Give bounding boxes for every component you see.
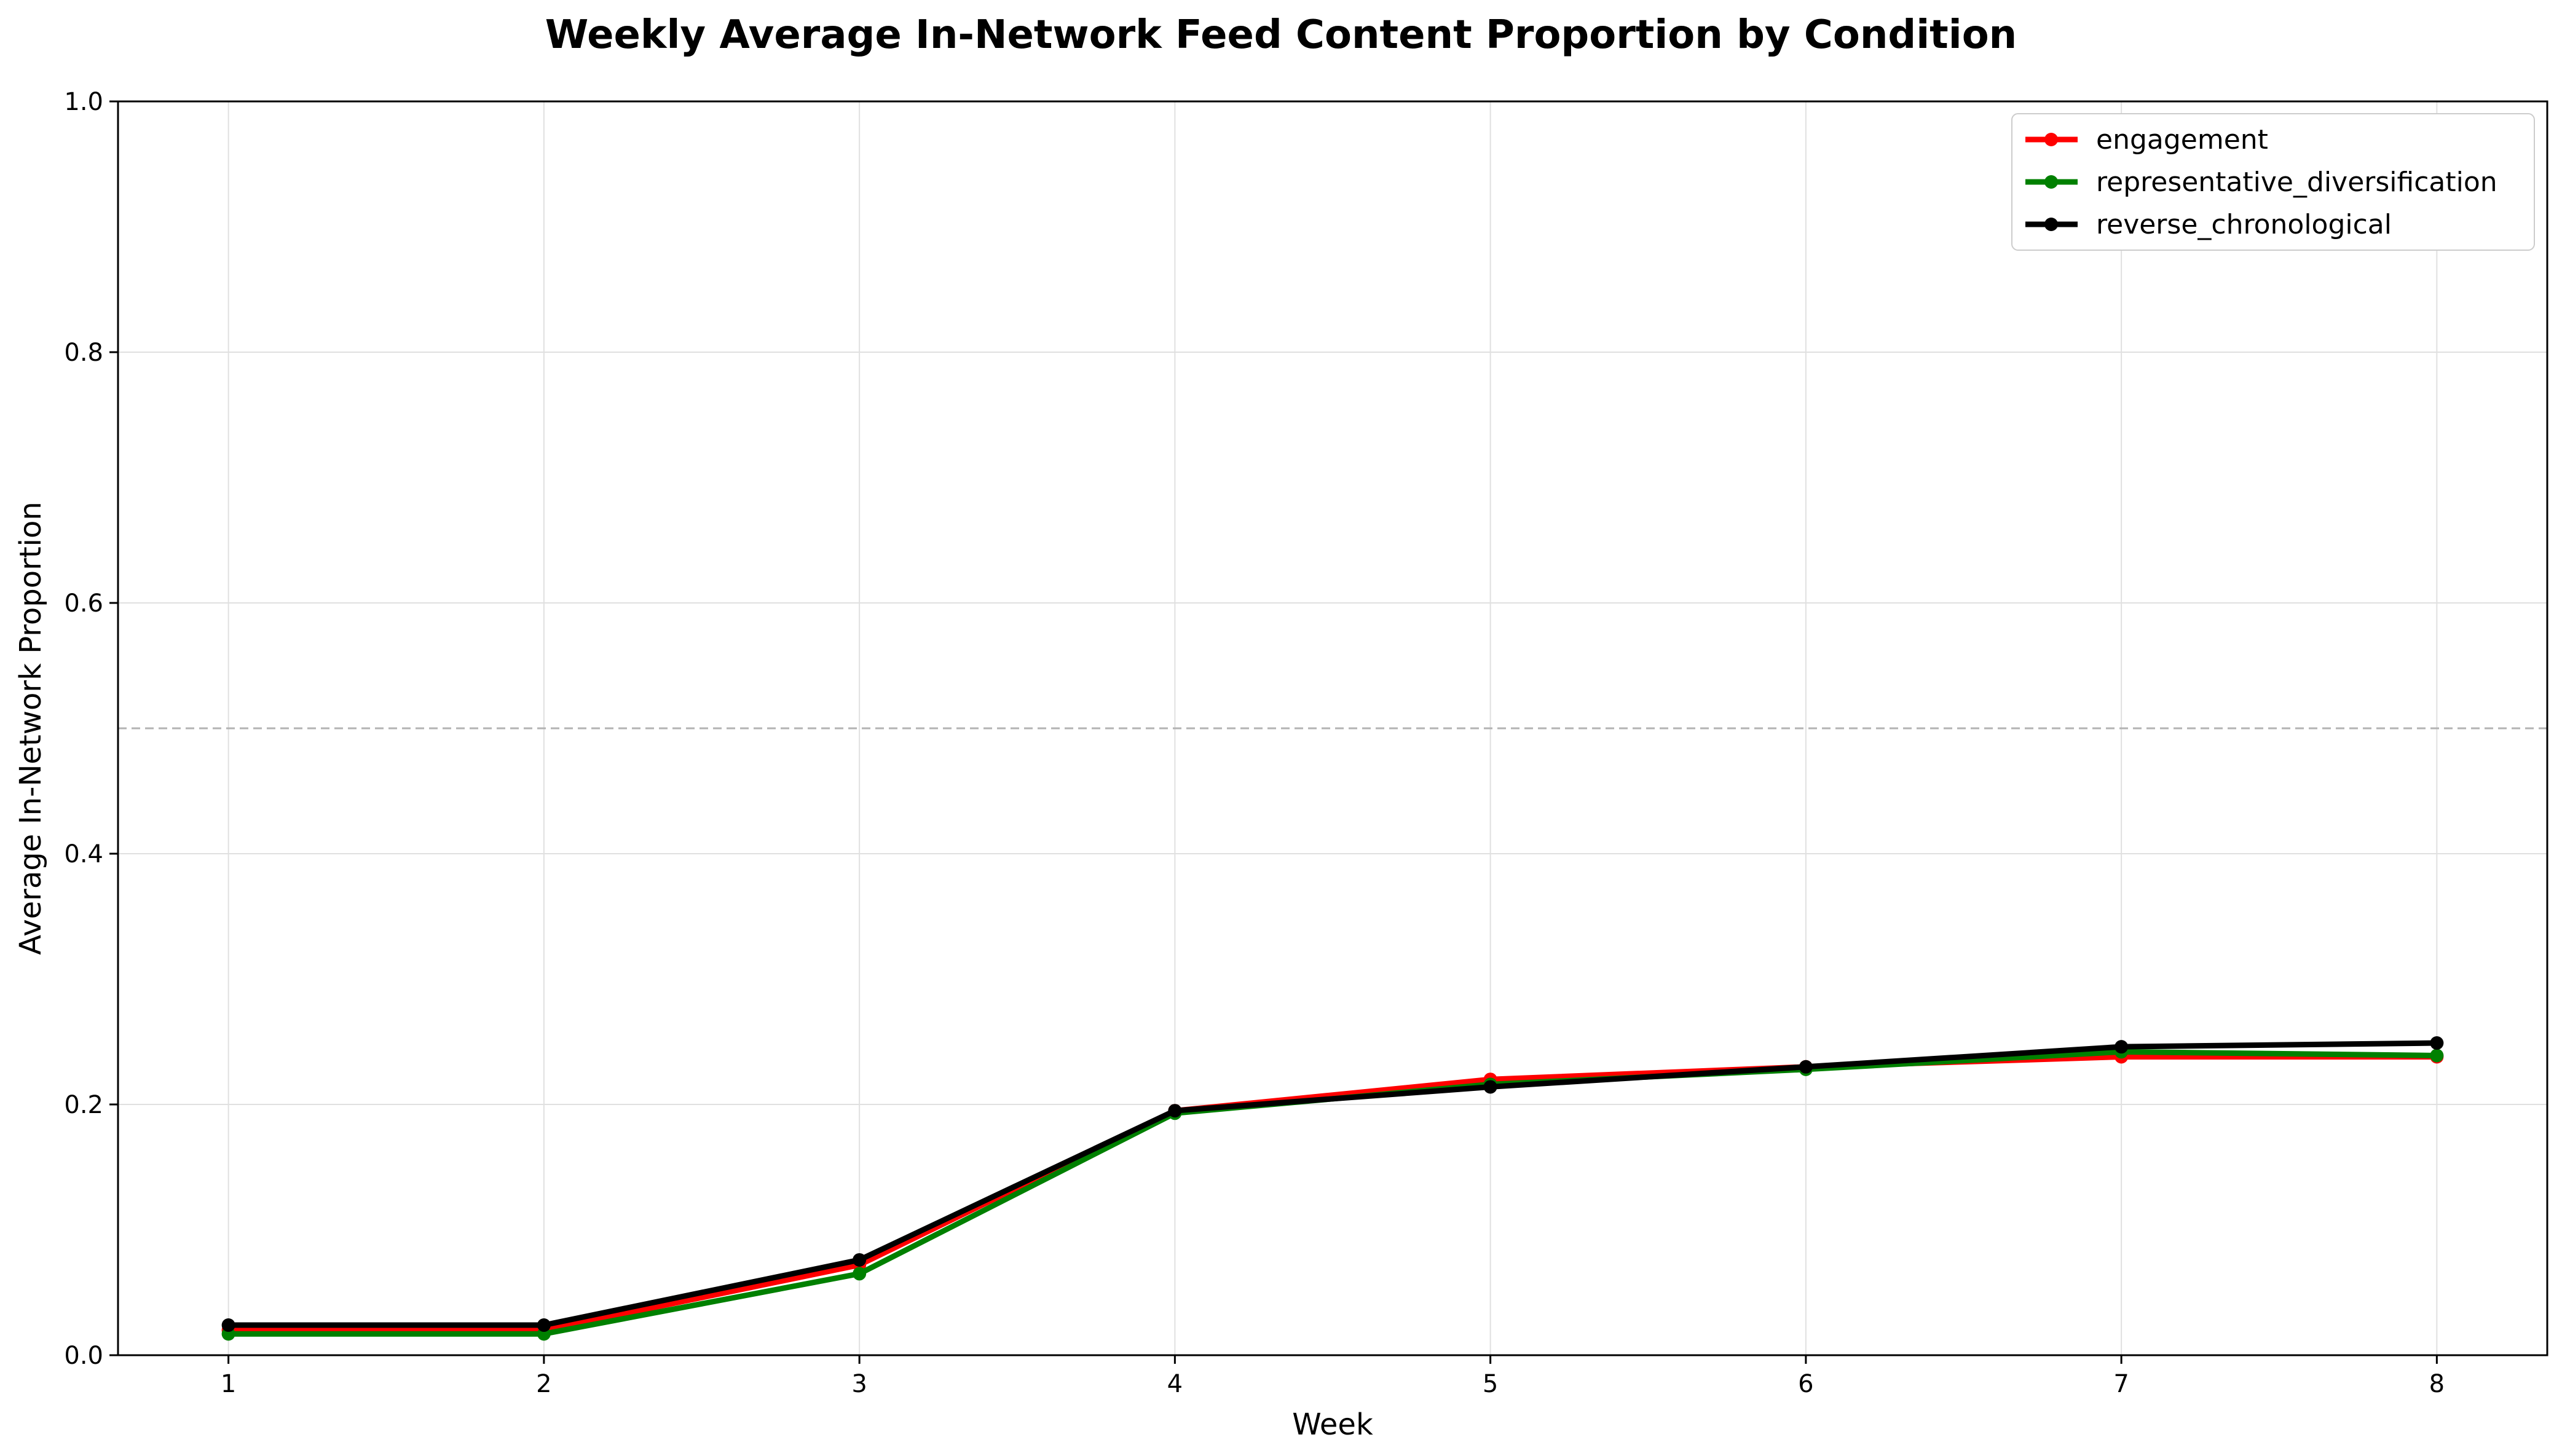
series-lines xyxy=(221,1036,2444,1341)
y-tick-label: 0.8 xyxy=(64,339,103,367)
legend-box xyxy=(2011,113,2535,251)
y-tick-label: 1.0 xyxy=(64,88,103,116)
legend-swatch-marker xyxy=(2044,175,2058,189)
legend-swatch-marker xyxy=(2044,133,2058,146)
legend-label: engagement xyxy=(2096,124,2268,155)
data-point xyxy=(1168,1104,1182,1118)
x-axis-ticks: 1 2 3 4 5 6 7 8 xyxy=(221,1355,2445,1398)
data-point xyxy=(853,1267,867,1281)
legend-swatch-marker xyxy=(2044,218,2058,231)
y-axis-ticks: 0.0 0.2 0.4 0.6 0.8 1.0 xyxy=(64,88,118,1370)
x-tick-label: 6 xyxy=(1798,1370,1813,1398)
x-axis-label: Week xyxy=(1292,1407,1373,1442)
x-tick-label: 1 xyxy=(221,1370,236,1398)
data-point xyxy=(1483,1080,1497,1094)
legend-label: representative_diversification xyxy=(2096,167,2497,198)
legend-item-reverse_chronological: reverse_chronological xyxy=(2025,209,2392,240)
legend: engagement representative_diversification… xyxy=(2011,113,2535,251)
y-tick-label: 0.4 xyxy=(64,840,103,868)
series-line xyxy=(228,1040,2437,1328)
series-representative_diversification xyxy=(221,1045,2444,1341)
plot-frame xyxy=(117,100,2548,1356)
x-tick-label: 3 xyxy=(851,1370,867,1398)
data-point xyxy=(1799,1060,1813,1074)
x-tick-label: 7 xyxy=(2113,1370,2129,1398)
data-point xyxy=(2430,1036,2444,1050)
legend-item-engagement: engagement xyxy=(2025,124,2268,155)
x-tick-label: 8 xyxy=(2429,1370,2445,1398)
series-reverse_chronological xyxy=(221,1036,2444,1332)
data-point xyxy=(853,1253,867,1267)
data-point xyxy=(221,1318,235,1332)
y-axis-label: Average In-Network Proportion xyxy=(14,502,48,955)
series-engagement xyxy=(221,1050,2444,1337)
y-tick-label: 0.2 xyxy=(64,1091,103,1119)
data-point xyxy=(537,1318,551,1332)
data-point xyxy=(2115,1040,2129,1054)
grid-lines xyxy=(118,101,2547,1356)
y-tick-label: 0.6 xyxy=(64,589,103,618)
legend-item-representative_diversification: representative_diversification xyxy=(2025,167,2497,198)
x-tick-label: 4 xyxy=(1167,1370,1183,1398)
series-line xyxy=(228,1053,2437,1333)
y-tick-label: 0.0 xyxy=(64,1342,103,1370)
legend-label: reverse_chronological xyxy=(2096,209,2392,240)
chart-title: Weekly Average In-Network Feed Content P… xyxy=(545,12,2017,58)
x-tick-label: 5 xyxy=(1483,1370,1498,1398)
data-point xyxy=(2430,1049,2444,1063)
x-tick-label: 2 xyxy=(536,1370,551,1398)
